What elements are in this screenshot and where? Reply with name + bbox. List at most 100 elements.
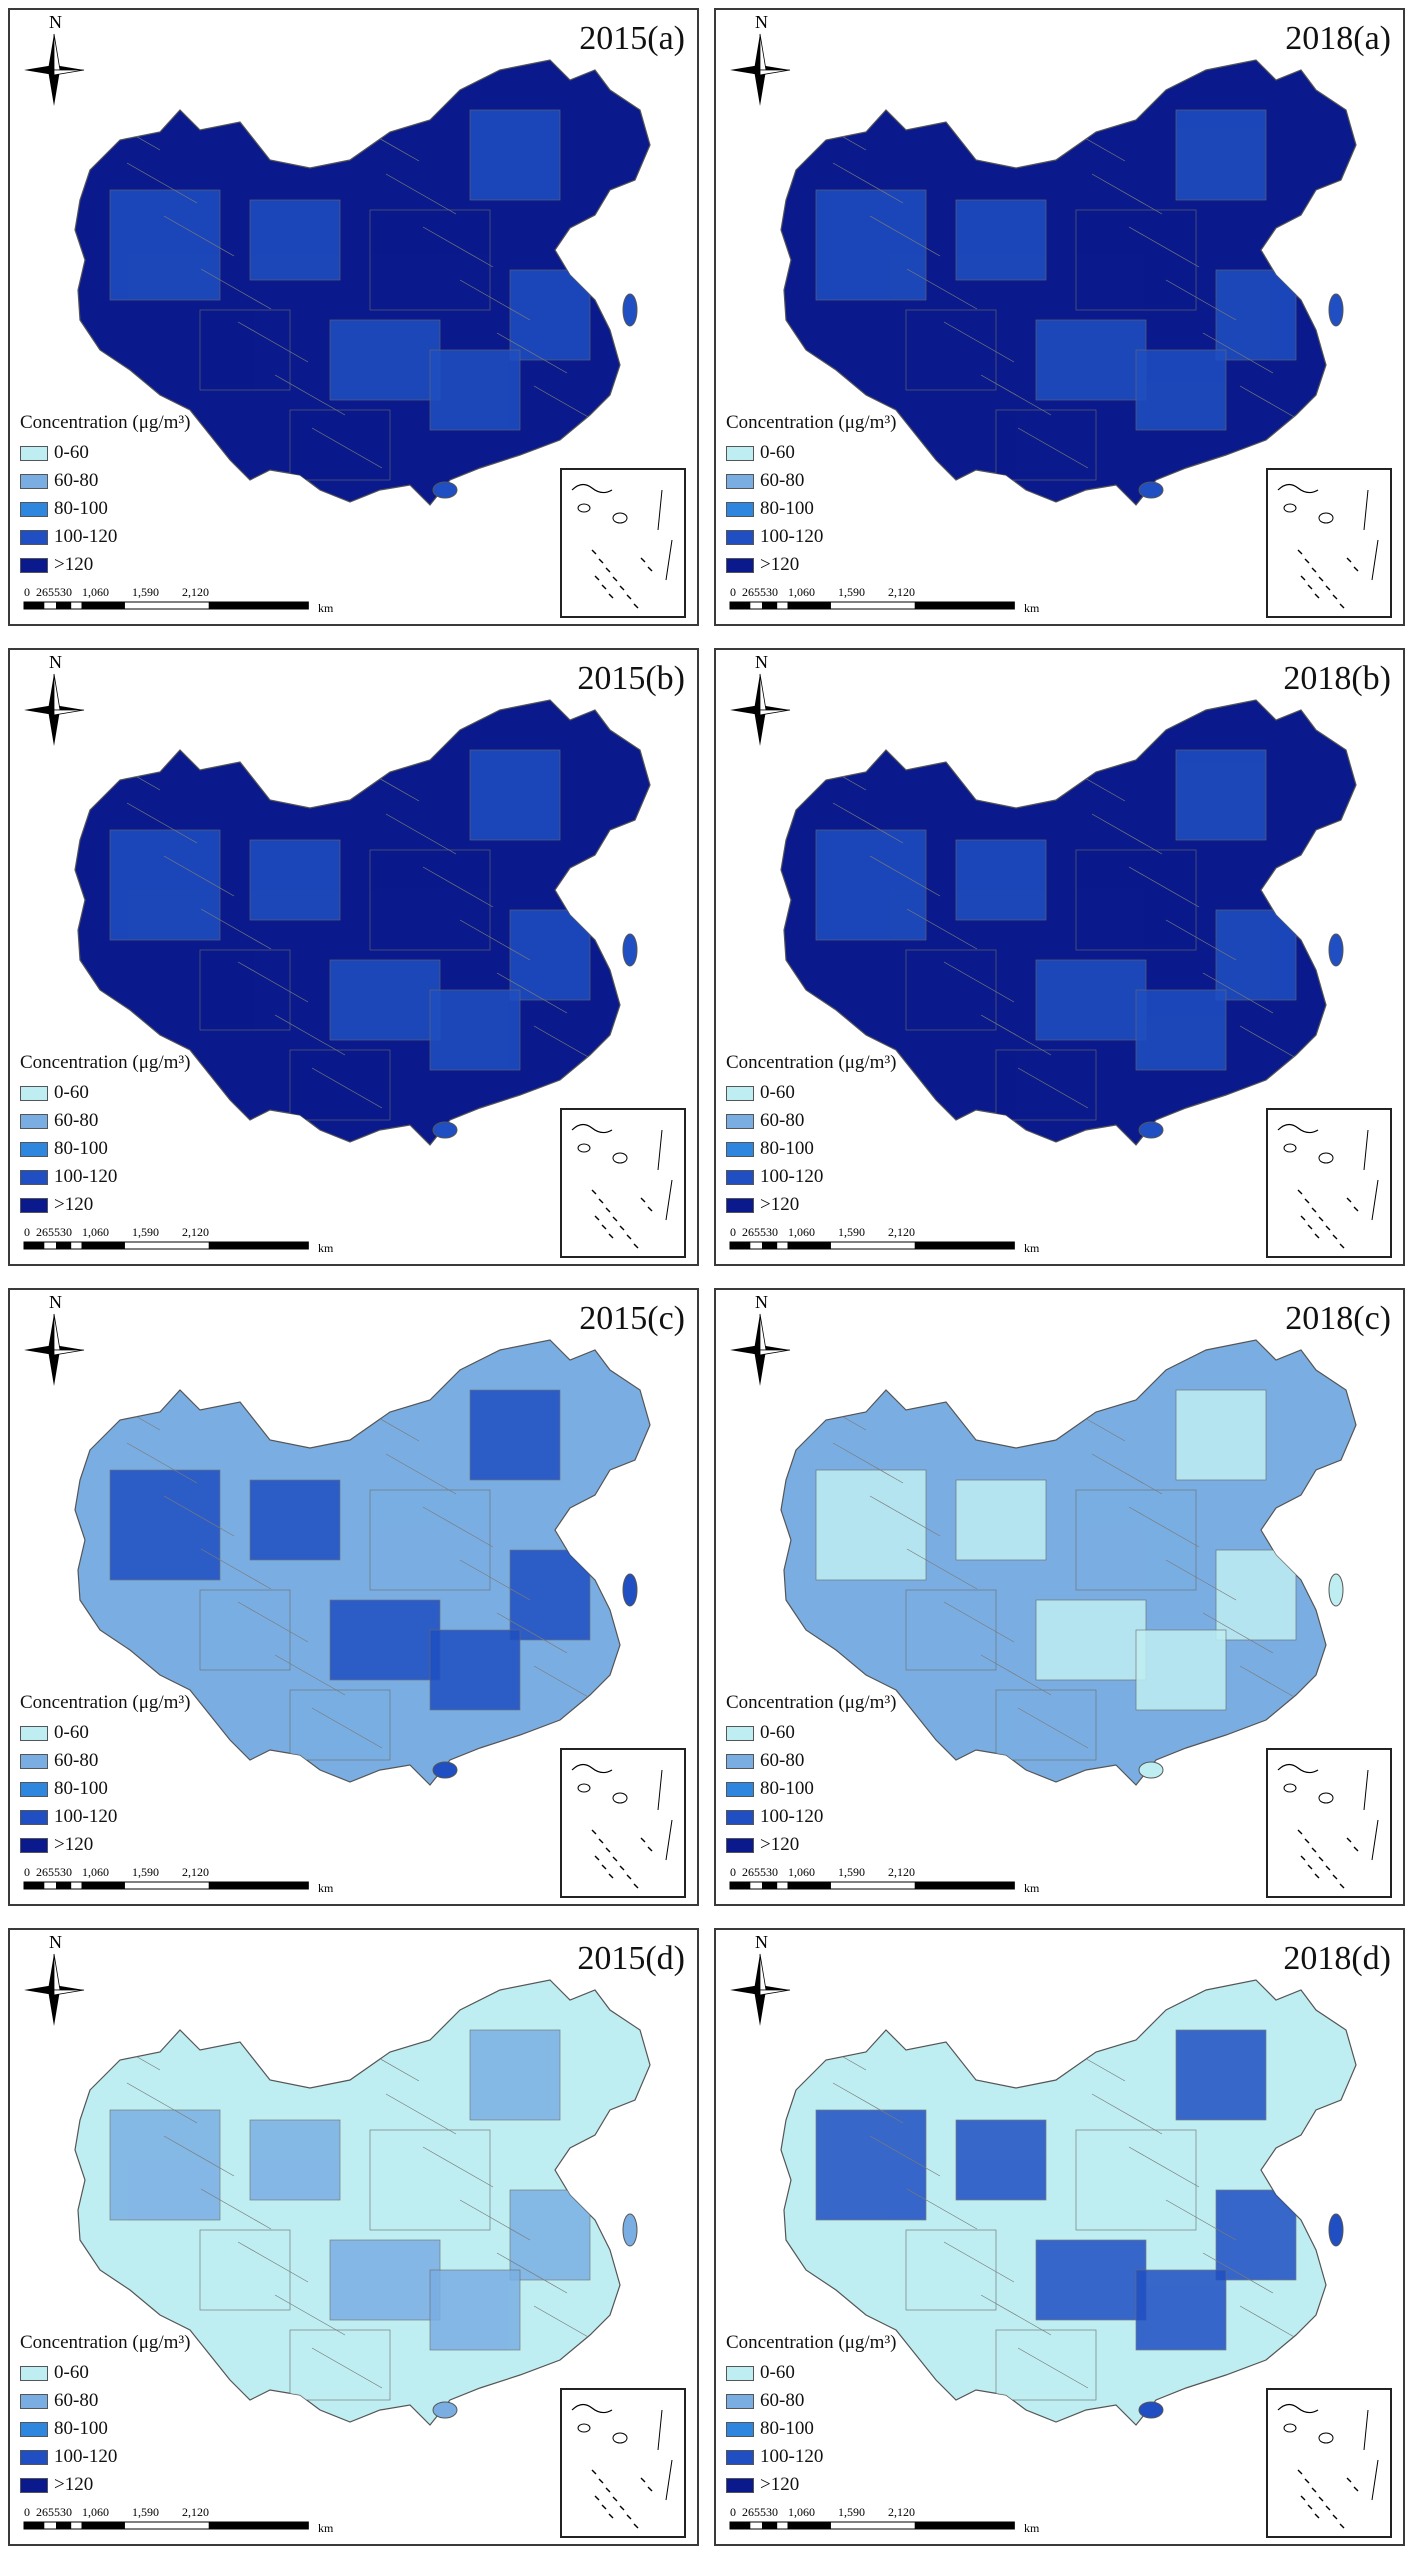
choropleth-map: N xyxy=(730,652,1357,1146)
legend-swatch xyxy=(726,2477,754,2493)
legend-swatch xyxy=(726,473,754,489)
north-arrow-icon: N xyxy=(730,12,791,106)
legend-swatch xyxy=(20,1197,48,1213)
legend-label: 100-120 xyxy=(54,2446,118,2467)
scale-tick-label: 0 xyxy=(730,2505,736,2519)
province-region xyxy=(905,309,997,391)
province-region xyxy=(469,1389,561,1481)
legend-item: 80-100 xyxy=(726,1775,896,1803)
map-panel: 2018(d) N Concentration (μg/m³) 0-60 60-80 80… xyxy=(714,1928,1405,2546)
legend-label: 60-80 xyxy=(760,2390,805,2411)
province-region xyxy=(249,1479,341,1561)
scale-tick-label: 265 xyxy=(36,1865,54,1879)
map-panel: 2018(b) N Concentration (μg/m³) 0-60 60-80 80… xyxy=(714,648,1405,1266)
north-arrow-icon: N xyxy=(730,652,791,746)
island-region xyxy=(622,2213,638,2247)
scale-tick-label: 265 xyxy=(742,1225,760,1239)
province-region xyxy=(429,1629,521,1711)
island-region xyxy=(1138,2401,1164,2419)
island-region xyxy=(1138,481,1164,499)
north-arrow-icon: N xyxy=(24,1932,85,2026)
province-region xyxy=(995,1689,1097,1761)
island-region xyxy=(622,1573,638,1607)
legend-item: 0-60 xyxy=(726,1719,896,1747)
island-region xyxy=(1328,933,1344,967)
legend-title: Concentration (μg/m³) xyxy=(20,2332,191,2353)
legend-item: >120 xyxy=(20,1191,190,1219)
province-region xyxy=(1215,2189,1297,2281)
legend-item: >120 xyxy=(726,1191,896,1219)
south-china-sea-inset xyxy=(560,1108,686,1258)
scale-tick-label: 530 xyxy=(760,2505,778,2519)
legend-item: 100-120 xyxy=(20,1163,190,1191)
scale-unit: km xyxy=(1024,1241,1040,1255)
scale-tick-label: 265 xyxy=(36,1225,54,1239)
province-region xyxy=(1035,319,1147,401)
legend-item: >120 xyxy=(20,2471,190,2499)
province-region xyxy=(1075,849,1197,951)
island-region xyxy=(432,1761,458,1779)
north-arrow-icon: N xyxy=(730,1292,791,1386)
scale-tick-label: 1,060 xyxy=(788,1865,815,1879)
legend-item: 80-100 xyxy=(20,495,190,523)
scale-tick-label: 0 xyxy=(24,585,30,599)
province-region xyxy=(369,209,491,311)
legend-swatch xyxy=(726,501,754,517)
legend-title: Concentration (μg/m³) xyxy=(20,412,191,433)
legend-item: 80-100 xyxy=(726,1135,896,1163)
province-region xyxy=(109,1469,221,1581)
province-region xyxy=(905,2229,997,2311)
south-china-sea-inset xyxy=(1266,1108,1392,1258)
legend-swatch xyxy=(20,445,48,461)
legend-swatch xyxy=(20,529,48,545)
province-region xyxy=(289,1049,391,1121)
legend-title: Concentration (μg/m³) xyxy=(20,1052,191,1073)
scale-tick-label: 265 xyxy=(742,585,760,599)
scale-tick-label: 1,060 xyxy=(82,585,109,599)
province-region xyxy=(329,319,441,401)
province-region xyxy=(199,949,291,1031)
legend-swatch xyxy=(20,2421,48,2437)
legend-label: 60-80 xyxy=(54,1750,99,1771)
scale-unit: km xyxy=(1024,2521,1040,2535)
north-arrow-icon: N xyxy=(730,1932,791,2026)
province-region xyxy=(249,199,341,281)
legend-swatch xyxy=(726,2421,754,2437)
south-china-sea-inset xyxy=(1266,2388,1392,2538)
map-panel: 2015(c) N Concentration (μg/m³) 0-60 60-80 80… xyxy=(8,1288,699,1906)
province-region xyxy=(995,2329,1097,2401)
legend-item: 0-60 xyxy=(20,1079,190,1107)
legend-swatch xyxy=(20,1169,48,1185)
legend-label: >120 xyxy=(760,554,800,575)
province-region xyxy=(249,2119,341,2201)
legend-swatch xyxy=(20,557,48,573)
legend-swatch xyxy=(726,1781,754,1797)
legend-swatch xyxy=(726,1169,754,1185)
legend-swatch xyxy=(20,2393,48,2409)
province-region xyxy=(1075,1489,1197,1591)
legend-label: 80-100 xyxy=(54,1778,108,1799)
legend-item: 60-80 xyxy=(726,1747,896,1775)
legend-item: >120 xyxy=(726,2471,896,2499)
province-region xyxy=(429,2269,521,2351)
map-panel: 2018(a) N Concentration (μg/m³) 0-60 60-80 80… xyxy=(714,8,1405,626)
province-region xyxy=(995,1049,1097,1121)
province-regions xyxy=(89,109,642,481)
legend-title: Concentration (μg/m³) xyxy=(726,412,897,433)
legend-label: 80-100 xyxy=(760,2418,814,2439)
legend-item: 0-60 xyxy=(20,1719,190,1747)
legend-label: 80-100 xyxy=(54,2418,108,2439)
legend-item: 0-60 xyxy=(726,1079,896,1107)
scale-bar: 0 265 530 1,060 1,590 2,120 km xyxy=(729,1865,1040,1895)
legend-label: >120 xyxy=(54,1834,94,1855)
province-region xyxy=(815,1469,927,1581)
province-region xyxy=(509,1549,591,1641)
panel-title: 2015(b) xyxy=(577,660,685,697)
map-panel: 2018(c) N Concentration (μg/m³) 0-60 60-80 80… xyxy=(714,1288,1405,1906)
scale-bar: 0 265 530 1,060 1,590 2,120 km xyxy=(729,2505,1040,2535)
legend-item: 80-100 xyxy=(20,2415,190,2443)
north-arrow-icon: N xyxy=(24,12,85,106)
legend-label: >120 xyxy=(54,554,94,575)
legend-label: >120 xyxy=(54,2474,94,2495)
legend-item: 100-120 xyxy=(726,2443,896,2471)
